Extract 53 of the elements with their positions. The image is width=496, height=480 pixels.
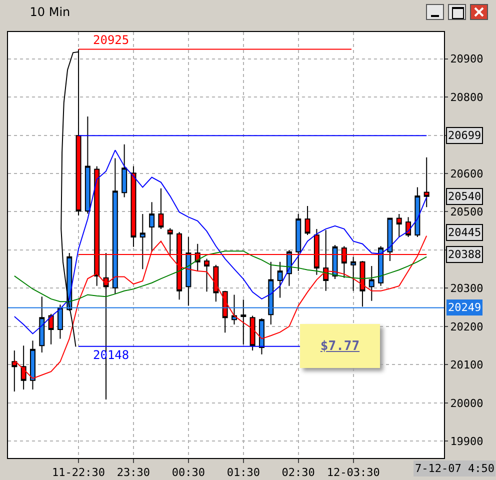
x-tick-label: 01:30 (226, 466, 260, 480)
sticky-note: $7.77 (300, 324, 380, 368)
candlestick (258, 318, 264, 355)
candlestick (350, 256, 356, 292)
candlestick (250, 315, 256, 352)
annotation: 20925 (93, 33, 130, 47)
candlestick (158, 188, 164, 230)
y-tick-label: 19900 (450, 435, 484, 448)
ref-line-label: 20249 (448, 301, 482, 314)
candlestick (360, 260, 366, 308)
x-tick-label: 12-03:30 (326, 466, 380, 480)
y-tick-label: 20100 (450, 358, 484, 372)
annotation: 20445 (448, 226, 482, 239)
candlestick (378, 246, 384, 286)
candlestick (204, 258, 210, 292)
candlestick (387, 218, 393, 262)
line-series (14, 250, 428, 302)
y-tick-label: 20000 (450, 396, 484, 410)
candlestick (48, 313, 54, 345)
y-tick-label: 20900 (450, 52, 484, 66)
candlestick (213, 264, 219, 302)
text: 7-12-07 4:50 (415, 462, 494, 475)
annotation: 20540 (448, 190, 482, 203)
candlestick (149, 202, 155, 252)
candlestick (140, 214, 146, 270)
annotation: 20388 (448, 248, 482, 261)
annotation: 20699 (448, 129, 482, 142)
candlestick (304, 205, 310, 236)
candlestick (396, 214, 402, 238)
annotation: $7.77 (320, 338, 360, 354)
candlestick (84, 116, 90, 214)
x-tick-label: 02:30 (282, 466, 315, 480)
candlestick (30, 340, 36, 390)
line-series (14, 150, 428, 334)
y-tick-label: 20500 (450, 206, 484, 219)
y-tick-label: 20200 (450, 320, 484, 334)
candlestick (112, 158, 118, 294)
candlestick (296, 214, 302, 272)
y-tick-label: 20600 (450, 167, 484, 180)
y-tick-label: 20800 (450, 90, 484, 104)
candlestick (368, 266, 374, 302)
y-tick-label: 20300 (450, 282, 484, 296)
candlestick (277, 261, 283, 298)
x-tick-label: 00:30 (172, 466, 206, 480)
x-tick-label: 11-22:30 (52, 466, 106, 480)
candlestick (406, 216, 412, 238)
candlestick (122, 144, 128, 198)
x-tick-label: 23:30 (116, 466, 150, 480)
candlestick (222, 290, 228, 334)
candlestick (414, 186, 420, 238)
candlestick (130, 166, 136, 248)
chart-title: 10 Min (30, 5, 70, 20)
candlestick (424, 156, 430, 208)
